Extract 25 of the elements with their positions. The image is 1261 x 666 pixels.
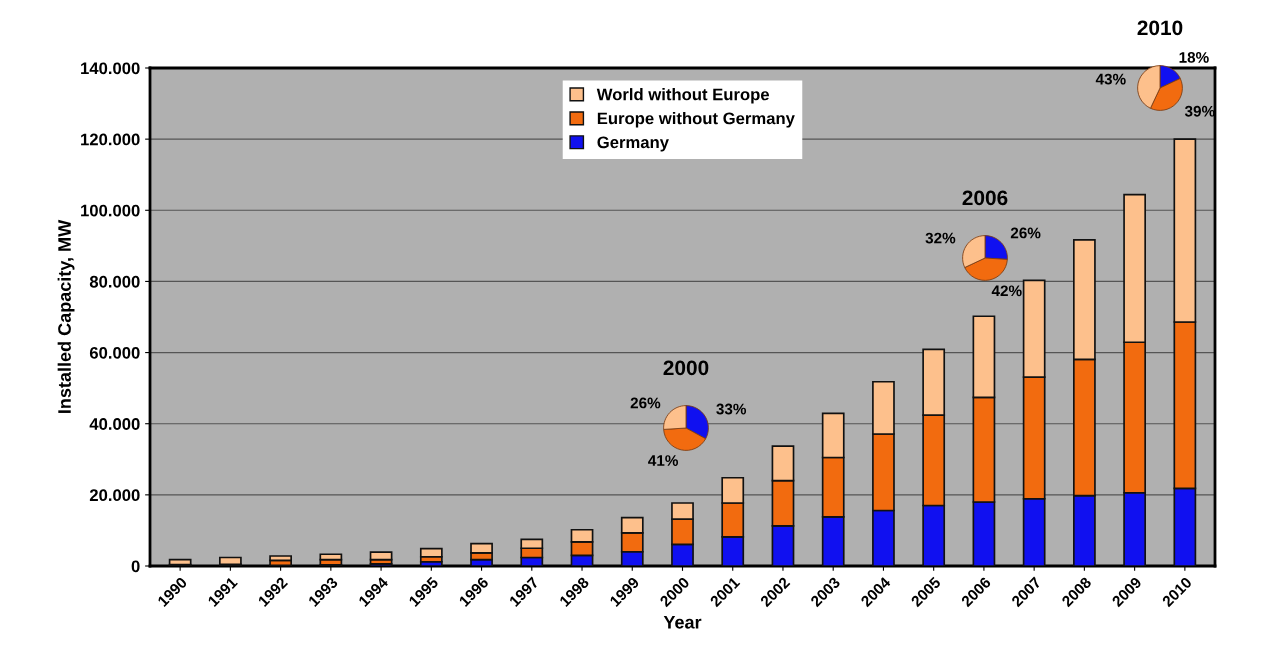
data-label: 42%: [991, 285, 1022, 297]
y-tick-label: 120.000: [81, 133, 140, 146]
data-label: 18%: [1179, 51, 1209, 63]
data-label: 26%: [1010, 227, 1041, 239]
data-label: 26%: [630, 397, 661, 409]
y-tick-label: 140.000: [81, 62, 140, 75]
chart-title: 2010: [1137, 20, 1183, 36]
data-label: 33%: [716, 403, 747, 415]
y-tick-label: 80.000: [89, 275, 140, 288]
legend-label: World without Europe: [596, 88, 770, 104]
legend-label: Germany: [597, 136, 669, 152]
y-tick-label: 60.000: [89, 346, 140, 359]
y-tick-label: 100.000: [81, 204, 140, 217]
data-label: 41%: [648, 455, 679, 466]
y-tick-label: 0: [131, 560, 140, 573]
y-axis-title: Installed Capacity, MW: [57, 219, 75, 413]
chart-title: 2000: [663, 360, 709, 376]
x-axis-title: Year: [663, 616, 702, 629]
data-label: 39%: [1184, 105, 1215, 117]
y-tick-label: 20.000: [89, 489, 140, 502]
data-label: 32%: [925, 232, 956, 244]
legend-label: Europe without Germany: [597, 112, 795, 128]
data-label: 43%: [1095, 73, 1126, 85]
y-tick-label: 40.000: [89, 418, 140, 430]
chart-title: 2006: [962, 190, 1008, 206]
